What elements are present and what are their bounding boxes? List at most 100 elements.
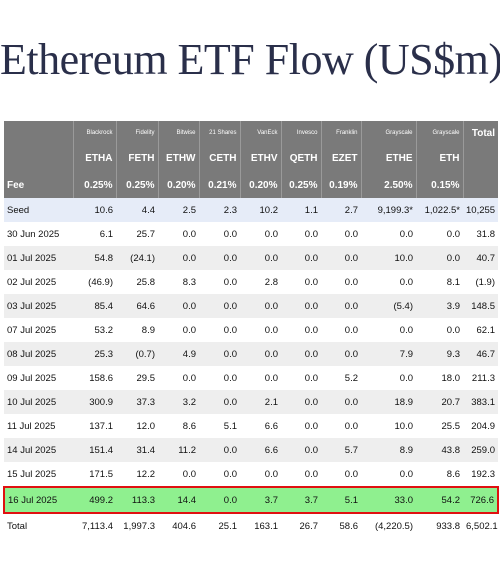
row-total-cell: 204.9 — [463, 414, 498, 438]
fee-label: Fee — [4, 172, 74, 198]
flow-cell: 0.0 — [240, 462, 281, 487]
table-row: 01 Jul 2025 54.8 (24.1) 0.0 0.0 0.0 0.0 0.0 10.0… — [4, 246, 498, 270]
flow-cell: 54.2 — [416, 486, 463, 514]
row-label: 08 Jul 2025 — [4, 342, 73, 366]
header-empty-cell — [4, 121, 74, 145]
flow-cell: 0.0 — [321, 246, 361, 270]
flow-cell: 43.8 — [416, 438, 463, 462]
flow-cell: 0.0 — [158, 294, 199, 318]
flow-cell: 7.9 — [361, 342, 416, 366]
flow-cell: 0.0 — [199, 270, 240, 294]
flow-cell: 2.1 — [240, 390, 281, 414]
table-row: 02 Jul 2025 (46.9) 25.8 8.3 0.0 2.8 0.0 0.0 0.0 8… — [4, 270, 498, 294]
flow-cell: 3.2 — [158, 390, 199, 414]
page-title: Ethereum ETF Flow (US$m) — [0, 35, 500, 84]
flow-cell: 0.0 — [199, 246, 240, 270]
flow-cell: 4.9 — [158, 342, 199, 366]
table-row: 09 Jul 2025 158.6 29.5 0.0 0.0 0.0 0.0 5.2 0.0 18… — [4, 366, 498, 390]
flow-cell: 10.2 — [240, 198, 281, 222]
flow-cell: 0.0 — [199, 342, 240, 366]
row-total-cell: 726.6 — [463, 486, 499, 514]
flow-cell: 0.0 — [416, 246, 463, 270]
flow-cell: (24.1) — [116, 246, 158, 270]
flow-cell: 54.8 — [73, 246, 116, 270]
flow-cell: 0.0 — [240, 222, 281, 246]
flow-cell: 0.0 — [158, 246, 199, 270]
flow-cell: 0.0 — [199, 294, 240, 318]
row-total-cell: 31.8 — [463, 222, 498, 246]
flow-cell: 0.0 — [240, 342, 281, 366]
flow-cell: 0.0 — [158, 318, 199, 342]
issuer-cell: Franklin — [321, 121, 362, 145]
flow-cell: 1.1 — [281, 198, 321, 222]
row-label: 30 Jun 2025 — [4, 222, 73, 246]
flow-cell: 25.3 — [73, 342, 116, 366]
flow-cell: 300.9 — [73, 390, 116, 414]
flow-cell: 0.0 — [281, 366, 321, 390]
row-total-cell: 40.7 — [463, 246, 498, 270]
flow-cell: 0.0 — [281, 390, 321, 414]
flow-cell: (5.4) — [361, 294, 416, 318]
flow-cell: 499.2 — [73, 486, 116, 514]
issuer-header-row: Blackrock Fidelity Bitwise 21 Shares Van… — [4, 121, 498, 145]
flow-cell: 137.1 — [73, 414, 116, 438]
flow-cell: 8.3 — [158, 270, 199, 294]
flow-cell: 0.0 — [158, 366, 199, 390]
flow-cell: 0.0 — [281, 294, 321, 318]
flow-cell: 5.1 — [321, 486, 361, 514]
flow-cell: 0.0 — [199, 390, 240, 414]
table-row: 07 Jul 2025 53.2 8.9 0.0 0.0 0.0 0.0 0.0 0.0 0.0 6… — [4, 318, 498, 342]
flow-cell: (46.9) — [73, 270, 116, 294]
flow-cell: 0.0 — [158, 462, 199, 487]
issuer-cell: Fidelity — [116, 121, 159, 145]
row-label: 03 Jul 2025 — [4, 294, 73, 318]
flow-cell: 12.0 — [116, 414, 158, 438]
ticker-cell: FETH — [116, 145, 159, 172]
header-empty-cell — [4, 145, 74, 172]
flow-cell: 8.6 — [158, 414, 199, 438]
table-row: 14 Jul 2025 151.4 31.4 11.2 0.0 6.6 0.0 5.7 8.9 4… — [4, 438, 498, 462]
row-total-cell: 192.3 — [463, 462, 498, 487]
row-label: 01 Jul 2025 — [4, 246, 73, 270]
flow-cell: 9,199.3* — [361, 198, 416, 222]
flow-cell: 10.6 — [73, 198, 116, 222]
flow-cell: 11.2 — [158, 438, 199, 462]
flow-cell: 0.0 — [240, 318, 281, 342]
ticker-header-row: ETHA FETH ETHW CETH ETHV QETH EZET ETHE … — [4, 145, 498, 172]
table-row: Seed 10.6 4.4 2.5 2.3 10.2 1.1 2.7 9,199.3* 1,022… — [4, 198, 498, 222]
total-row: Total 7,113.4 1,997.3 404.6 25.1 163.1 26.7 58.… — [4, 513, 498, 538]
highlighted-row: 16 Jul 2025 499.2 113.3 14.4 0.0 3.7 3.7 5.1 33.… — [3, 486, 499, 514]
ticker-cell: EZET — [321, 145, 362, 172]
flow-cell: 0.0 — [361, 270, 416, 294]
flow-cell: 0.0 — [416, 318, 463, 342]
row-total-cell: 62.1 — [463, 318, 498, 342]
flow-cell: 5.7 — [321, 438, 361, 462]
issuer-cell: Grayscale — [361, 121, 417, 145]
flow-cell: 0.0 — [199, 318, 240, 342]
flow-cell: 26.7 — [281, 513, 321, 538]
row-total-cell: 6,502.1 — [463, 513, 498, 538]
fee-cell: 0.15% — [416, 172, 464, 198]
flow-cell: 0.0 — [321, 294, 361, 318]
flow-cell: 12.2 — [116, 462, 158, 487]
flow-cell: 3.7 — [240, 486, 281, 514]
flow-cell: 5.1 — [199, 414, 240, 438]
row-label: Total — [4, 513, 73, 538]
issuer-cell: VanEck — [240, 121, 282, 145]
issuer-cell: Invesco — [281, 121, 322, 145]
flow-cell: 0.0 — [281, 462, 321, 487]
flow-cell: 0.0 — [199, 462, 240, 487]
flow-cell: 0.0 — [199, 366, 240, 390]
flow-cell: 0.0 — [281, 438, 321, 462]
fee-cell: 0.25% — [116, 172, 159, 198]
flow-cell: 0.0 — [361, 462, 416, 487]
flow-cell: 3.7 — [281, 486, 321, 514]
flow-cell: 4.4 — [116, 198, 158, 222]
flow-cell: 6.6 — [240, 438, 281, 462]
flow-cell: 37.3 — [116, 390, 158, 414]
flow-cell: 2.7 — [321, 198, 361, 222]
flow-cell: 0.0 — [281, 318, 321, 342]
flow-cell: 2.3 — [199, 198, 240, 222]
row-label: 02 Jul 2025 — [4, 270, 73, 294]
flow-cell: 0.0 — [321, 414, 361, 438]
